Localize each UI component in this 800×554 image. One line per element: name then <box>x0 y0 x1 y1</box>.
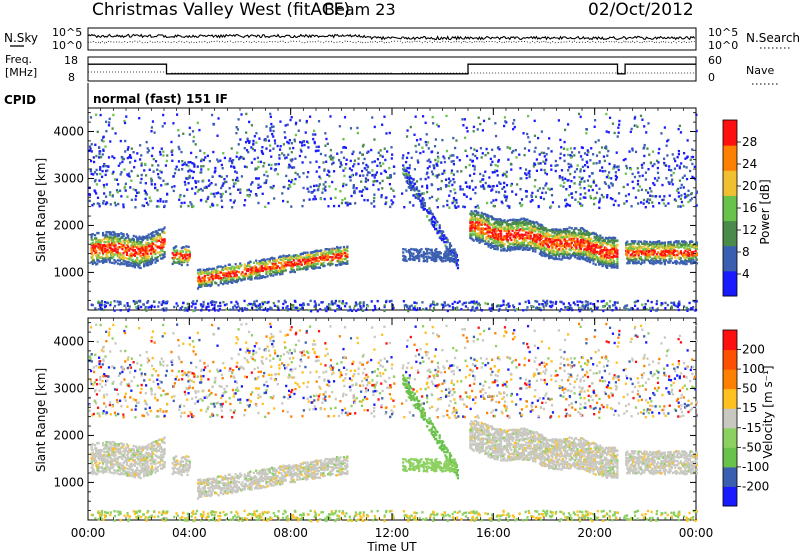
colorbar-swatch <box>723 447 737 468</box>
x-tick-label: 04:00 <box>172 526 207 540</box>
colorbar-tick-label: 28 <box>742 135 757 149</box>
y-tick-label: 4000 <box>53 334 84 348</box>
colorbar-swatch <box>723 349 737 370</box>
time-x-axis: 00:00 04:00 08:00 12:00 16:00 20:00 00:00 <box>71 108 714 540</box>
freq-label: Freq. <box>5 53 32 66</box>
colorbar-tick-label: 50 <box>742 382 757 396</box>
colorbar-swatch <box>723 466 737 487</box>
colorbar-tick-label: 24 <box>742 157 757 171</box>
y-tick-label: 2000 <box>53 218 84 232</box>
colorbar-tick-label: -50 <box>742 440 762 454</box>
noise-right-tick-top: 10^5 <box>708 26 738 39</box>
station-title: Christmas Valley West (fitACF) <box>92 0 350 20</box>
colorbar-swatch <box>723 120 737 146</box>
x-tick-label: 08:00 <box>273 526 308 540</box>
colorbar-tick-label: -100 <box>742 460 769 474</box>
noise-left-tick-top: 10^5 <box>52 26 82 39</box>
colorbar-swatch <box>723 369 737 390</box>
noise-panel: N.Sky 10^5 10^0 10^5 10^0 N.Search <box>4 26 800 52</box>
power-panel: 1000 2000 3000 4000 Slant Range [km] <box>34 107 699 313</box>
colorbar-swatch <box>723 427 737 448</box>
nave-tick-top: 60 <box>708 54 722 67</box>
power-colorbar: 4 8 12 16 20 24 28 <box>722 119 757 297</box>
colorbar-tick-label: -200 <box>742 479 769 493</box>
y-tick-label: 3000 <box>53 381 84 395</box>
y-tick-label: 2000 <box>53 428 84 442</box>
nave-line <box>88 71 696 74</box>
y-tick-label: 3000 <box>53 171 84 185</box>
freq-tick-top: 18 <box>64 54 78 67</box>
power-heatmap <box>88 112 699 313</box>
y-tick-label: 1000 <box>53 265 84 279</box>
power-colorbar-label: Power [dB] <box>758 179 772 244</box>
colorbar-tick-label: 100 <box>742 362 765 376</box>
x-tick-label: 00:00 <box>71 526 106 540</box>
colorbar-tick-label: 12 <box>742 223 757 237</box>
colorbar-swatch <box>723 408 737 429</box>
x-tick-label: 12:00 <box>375 526 410 540</box>
colorbar-tick-label: 16 <box>742 201 757 215</box>
colorbar-tick-label: 8 <box>742 245 750 259</box>
freq-unit-label: [MHz] <box>5 66 37 79</box>
velocity-y-axis: 1000 2000 3000 4000 <box>53 322 696 512</box>
colorbar-swatch <box>723 388 737 409</box>
noise-right-label: N.Search <box>746 31 800 45</box>
colorbar-tick-label: -15 <box>742 421 762 435</box>
nave-label: Nave <box>746 64 774 77</box>
freq-panel: Freq. [MHz] 18 8 60 0 Nave <box>5 53 780 85</box>
noise-left-label: N.Sky <box>4 31 38 45</box>
x-tick-label: 00:00 <box>679 526 714 540</box>
power-y-axis: 1000 2000 3000 4000 <box>53 112 696 302</box>
x-tick-label: 16:00 <box>476 526 511 540</box>
cpid-text: normal (fast) 151 IF <box>93 92 228 106</box>
velocity-colorbar-label: Velocity [m s⁻¹] <box>761 365 775 458</box>
colorbar-tick-label: 4 <box>742 267 750 281</box>
velocity-panel: 1000 2000 3000 4000 Slant Range [km] <box>34 317 699 523</box>
noise-sky-line <box>87 33 696 41</box>
noise-left-tick-bottom: 10^0 <box>52 39 82 52</box>
colorbar-tick-label: 200 <box>742 343 765 357</box>
velocity-colorbar: -200 -100 -50 -15 15 50 100 200 <box>722 329 769 507</box>
colorbar-swatch <box>723 170 737 196</box>
power-ylabel: Slant Range [km] <box>34 158 48 262</box>
colorbar-swatch <box>723 330 737 351</box>
colorbar-swatch <box>723 486 737 507</box>
cpid-label: CPID <box>4 93 36 107</box>
x-tick-label: 20:00 <box>577 526 612 540</box>
freq-tick-bottom: 8 <box>68 71 75 84</box>
colorbar-swatch <box>723 270 737 297</box>
colorbar-swatch <box>723 220 737 247</box>
freq-line <box>88 63 696 75</box>
velocity-heatmap <box>88 322 699 523</box>
y-tick-label: 4000 <box>53 124 84 138</box>
colorbar-swatch <box>723 145 737 171</box>
colorbar-tick-label: 20 <box>742 179 757 193</box>
colorbar-swatch <box>723 195 737 222</box>
beam-label: Beam 23 <box>324 0 396 19</box>
x-axis-label: Time UT <box>366 540 417 554</box>
colorbar-tick-label: 15 <box>742 401 757 415</box>
velocity-ylabel: Slant Range [km] <box>34 368 48 472</box>
colorbar-swatch <box>723 245 737 272</box>
nave-tick-bottom: 0 <box>708 71 715 84</box>
date-label: 02/Oct/2012 <box>588 0 694 20</box>
y-tick-label: 1000 <box>53 475 84 489</box>
noise-right-tick-bottom: 10^0 <box>708 39 738 52</box>
noise-search-line <box>87 40 695 44</box>
